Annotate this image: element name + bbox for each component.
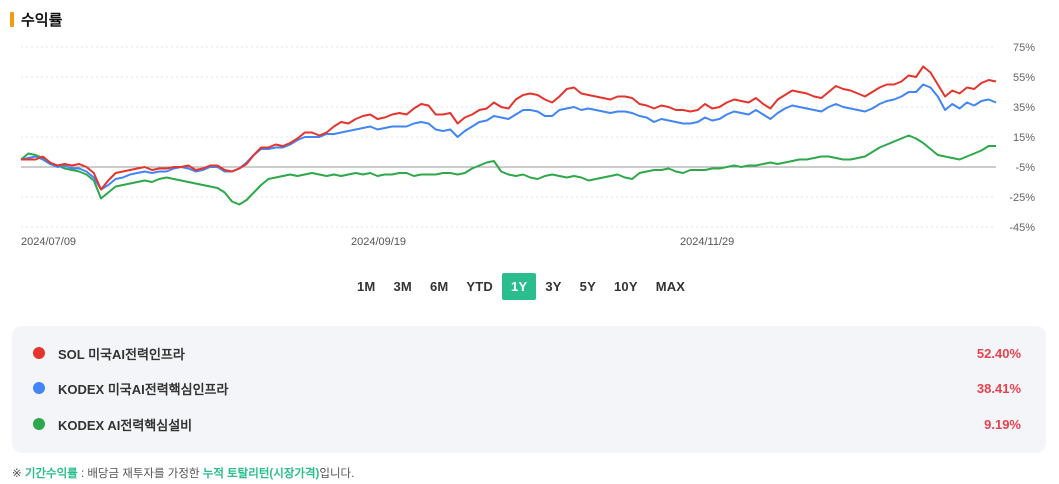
section-title: 수익률 xyxy=(21,12,63,29)
x-tick-label: 2024/07/09 xyxy=(21,236,76,248)
y-tick-label: 15% xyxy=(1013,132,1035,144)
tab-1m[interactable]: 1M xyxy=(357,279,376,294)
y-tick-label: 75% xyxy=(1013,42,1035,54)
y-tick-label: -5% xyxy=(1015,162,1035,174)
footnote-middle: : 배당금 재투자를 가정한 xyxy=(77,468,203,480)
y-tick-label: -25% xyxy=(1009,192,1035,204)
legend-dot-red-icon xyxy=(33,347,45,359)
footnote-term-period-return: 기간수익률 xyxy=(24,468,78,480)
tab-1y[interactable]: 1Y xyxy=(502,273,537,300)
returns-line-chart[interactable]: 75% 55% 35% 15% -5% -25% -45% 2024/07/09 2024/09… xyxy=(0,30,1059,260)
legend-dot-blue-icon xyxy=(33,382,45,394)
tab-ytd[interactable]: YTD xyxy=(466,279,494,294)
legend-dot-green-icon xyxy=(33,418,45,430)
tab-max[interactable]: MAX xyxy=(655,279,686,294)
legend-row-sol[interactable]: SOL 미국AI전력인프라 52.40% xyxy=(12,343,1046,363)
legend-name: SOL 미국AI전력인프라 xyxy=(58,346,185,362)
legend-return-value: 9.19% xyxy=(984,416,1021,432)
tab-10y[interactable]: 10Y xyxy=(613,279,638,294)
legend-panel: SOL 미국AI전력인프라 52.40% KODEX 미국AI전력핵심인프라 3… xyxy=(12,326,1046,453)
y-tick-label: 35% xyxy=(1013,102,1035,114)
x-tick-label: 2024/09/19 xyxy=(351,236,406,248)
y-tick-label: 55% xyxy=(1013,72,1035,84)
tab-5y[interactable]: 5Y xyxy=(579,279,596,294)
footnote-term-total-return: 누적 토탈리턴(시장가격) xyxy=(202,468,320,480)
title-accent-bar xyxy=(10,12,14,27)
footnote-suffix: 입니다. xyxy=(319,468,355,480)
period-tabs: 1M 3M 6M YTD 1Y 3Y 5Y 10Y MAX xyxy=(348,273,694,300)
footnote-prefix: ※ xyxy=(12,468,25,480)
tab-6m[interactable]: 6M xyxy=(429,279,449,294)
y-tick-label: -45% xyxy=(1009,222,1035,234)
section-header: 수익률 xyxy=(10,9,62,30)
legend-name: KODEX 미국AI전력핵심인프라 xyxy=(58,381,229,397)
series-line-3 xyxy=(20,134,996,206)
series-line-1 xyxy=(21,65,997,191)
legend-return-value: 38.41% xyxy=(976,380,1021,396)
legend-row-kodex-equip[interactable]: KODEX AI전력핵심설비 9.19% xyxy=(12,414,1046,434)
legend-row-kodex-infra[interactable]: KODEX 미국AI전력핵심인프라 38.41% xyxy=(12,378,1046,398)
legend-return-value: 52.40% xyxy=(976,345,1021,361)
tab-3m[interactable]: 3M xyxy=(393,279,412,294)
footnote: ※ 기간수익률 : 배당금 재투자를 가정한 누적 토탈리턴(시장가격)입니다. xyxy=(12,465,354,481)
x-tick-label: 2024/11/29 xyxy=(680,236,734,248)
tab-3y[interactable]: 3Y xyxy=(545,279,562,294)
legend-name: KODEX AI전력핵심설비 xyxy=(58,417,193,433)
